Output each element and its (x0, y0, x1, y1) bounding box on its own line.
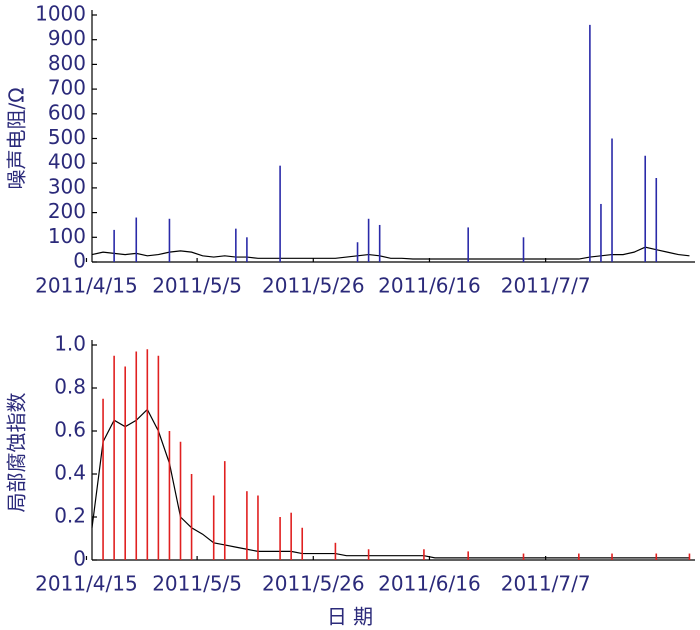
x-tick-label: 2011/7/7 (501, 572, 591, 596)
x-tick-label: 2011/4/15 (35, 274, 138, 298)
x-tick-label: 2011/7/7 (501, 274, 591, 298)
y-tick-label: 400 (48, 150, 86, 174)
y-tick-label: 0 (73, 547, 86, 571)
y-tick-label: 1.0 (54, 332, 86, 356)
x-tick-label: 2011/5/26 (262, 274, 365, 298)
x-tick-label: 2011/4/15 (35, 572, 138, 596)
y-axis-label: 噪声电阻/Ω (5, 87, 29, 189)
y-tick-label: 100 (48, 224, 86, 248)
x-tick-label: 2011/5/5 (152, 274, 242, 298)
y-tick-label: 0.4 (54, 461, 86, 485)
y-tick-label: 1000 (35, 2, 86, 26)
data-line (91, 408, 690, 559)
y-tick-label: 900 (48, 26, 86, 50)
y-tick-label: 700 (48, 76, 86, 100)
y-tick-label: 0 (73, 249, 86, 273)
data-line (91, 246, 690, 260)
x-tick-label: 2011/5/5 (152, 572, 242, 596)
y-tick-label: 300 (48, 174, 86, 198)
x-tick-label: 2011/5/26 (262, 572, 365, 596)
x-tick-label: 2011/6/16 (378, 274, 481, 298)
y-tick-label: 0.6 (54, 418, 86, 442)
y-tick-label: 0.8 (54, 375, 86, 399)
y-tick-label: 500 (48, 125, 86, 149)
y-tick-label: 800 (48, 51, 86, 75)
x-tick-label: 2011/6/16 (378, 572, 481, 596)
y-tick-label: 600 (48, 100, 86, 124)
x-axis-label: 日 期 (327, 605, 373, 629)
y-tick-label: 0.2 (54, 504, 86, 528)
y-tick-label: 200 (48, 199, 86, 223)
y-axis-label: 局部腐蚀指数 (5, 393, 29, 513)
